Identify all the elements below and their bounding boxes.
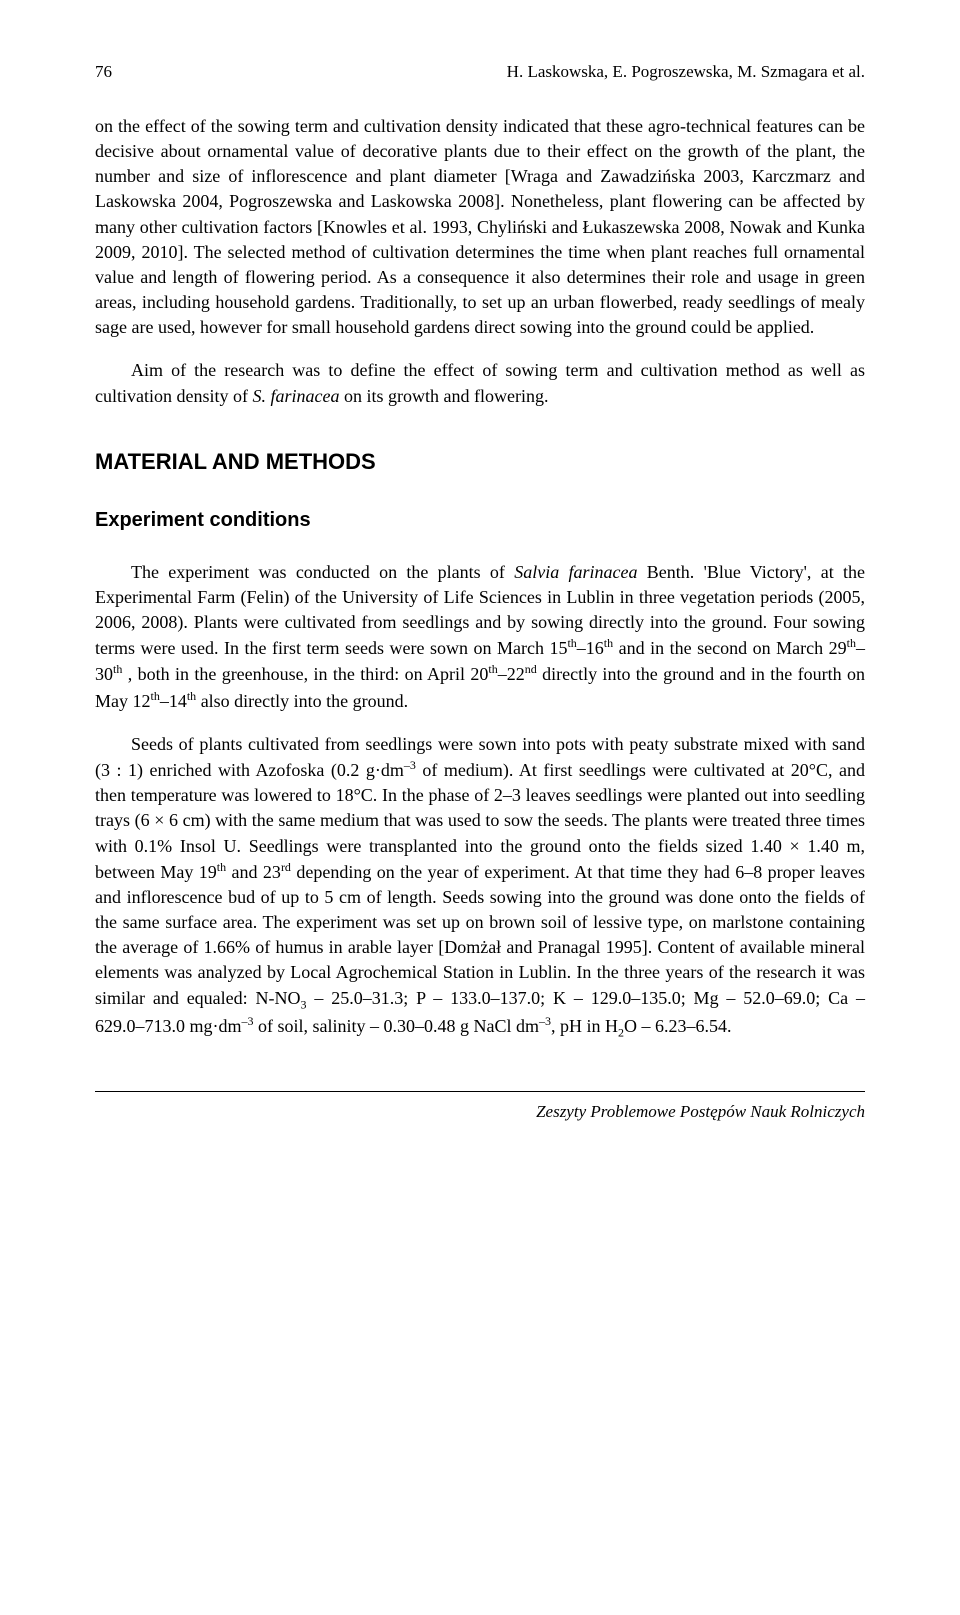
paragraph-text: O – 6.23–6.54. (624, 1016, 732, 1036)
paragraph-text: , pH in H (551, 1016, 618, 1036)
paragraph-text: on the effect of the sowing term and cul… (95, 116, 865, 338)
superscript: th (604, 636, 613, 650)
paragraph-text: on its growth and flowering. (339, 386, 548, 406)
paragraph-4: Seeds of plants cultivated from seedling… (95, 732, 865, 1042)
superscript: nd (525, 662, 537, 676)
species-name: S. farinacea (252, 386, 339, 406)
superscript: th (187, 689, 196, 703)
superscript: th (151, 689, 160, 703)
paragraph-1: on the effect of the sowing term and cul… (95, 114, 865, 341)
superscript: rd (281, 860, 291, 874)
paragraph-text: of soil, salinity – 0.30–0.48 g NaCl dm (254, 1016, 540, 1036)
paragraph-2: Aim of the research was to define the ef… (95, 358, 865, 408)
species-name: Salvia farinacea (514, 562, 637, 582)
superscript: –3 (242, 1014, 254, 1028)
superscript: th (567, 636, 576, 650)
page-number: 76 (95, 60, 112, 84)
paragraph-3: The experiment was conducted on the plan… (95, 560, 865, 714)
footer-divider (95, 1091, 865, 1092)
subsection-heading: Experiment conditions (95, 506, 865, 534)
paragraph-text: The experiment was conducted on the plan… (131, 562, 514, 582)
paragraph-text: –22 (498, 664, 525, 684)
superscript: th (847, 636, 856, 650)
paragraph-text: also directly into the ground. (196, 691, 408, 711)
paragraph-text: , both in the greenhouse, in the third: … (122, 664, 488, 684)
superscript: th (217, 860, 226, 874)
superscript: th (488, 662, 497, 676)
superscript: –3 (404, 758, 416, 772)
section-heading: MATERIAL AND METHODS (95, 447, 865, 478)
paragraph-text: –14 (160, 691, 187, 711)
paragraph-text: and 23 (226, 862, 281, 882)
superscript: th (113, 662, 122, 676)
header-authors: H. Laskowska, E. Pogroszewska, M. Szmaga… (507, 60, 865, 84)
paragraph-text: –16 (577, 638, 604, 658)
paragraph-text: depending on the year of experiment. At … (95, 862, 865, 1008)
paragraph-text: and in the second on March 29 (613, 638, 847, 658)
footer-journal-name: Zeszyty Problemowe Postępów Nauk Rolnicz… (95, 1100, 865, 1124)
superscript: –3 (539, 1014, 551, 1028)
page-header: 76 H. Laskowska, E. Pogroszewska, M. Szm… (95, 60, 865, 84)
